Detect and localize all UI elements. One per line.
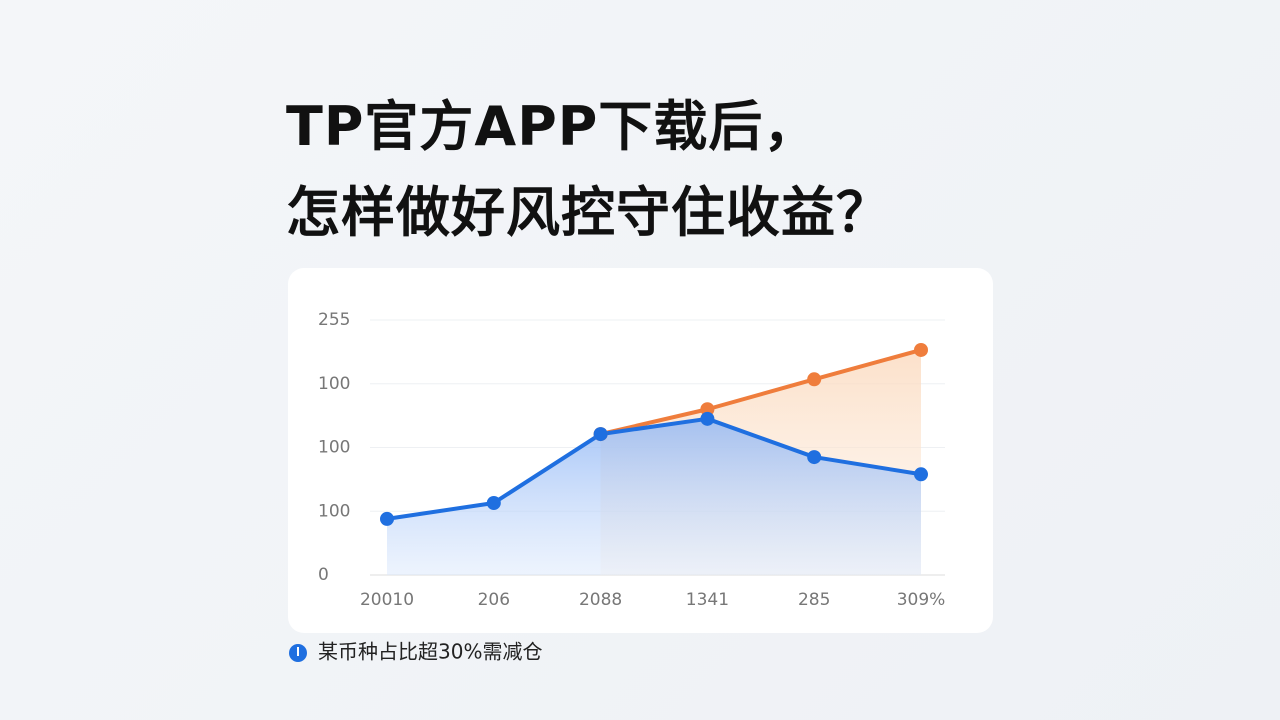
subtitle: 怎样做好风控守住收益？ — [286, 181, 891, 244]
y-tick-label: 100 — [318, 438, 350, 458]
point — [700, 411, 715, 426]
y-tick-label: 255 — [318, 310, 350, 330]
title: TP官方APP下载后， — [286, 95, 819, 158]
legend-label: 某币种占比超30%需减仓 — [318, 640, 542, 664]
line — [386, 416, 922, 521]
legend-icon-mark — [297, 647, 299, 656]
point — [380, 511, 394, 526]
point — [914, 467, 928, 482]
y-tick-label: 0 — [318, 565, 329, 585]
point — [700, 402, 715, 417]
point — [807, 372, 822, 387]
line — [600, 348, 922, 437]
y-tick-label: 100 — [318, 374, 350, 394]
x-tick-label: 1341 — [686, 590, 729, 610]
point — [486, 495, 501, 510]
x-tick-label: 206 — [478, 590, 510, 610]
point — [914, 342, 928, 357]
area — [387, 418, 921, 575]
x-tick-label: 285 — [798, 590, 830, 610]
y-tick-label: 100 — [318, 501, 350, 521]
point — [807, 450, 822, 465]
x-tick-label: 20010 — [360, 590, 414, 610]
x-tick-label: 309% — [897, 590, 946, 610]
point — [593, 427, 608, 442]
x-tick-label: 2088 — [579, 590, 622, 610]
